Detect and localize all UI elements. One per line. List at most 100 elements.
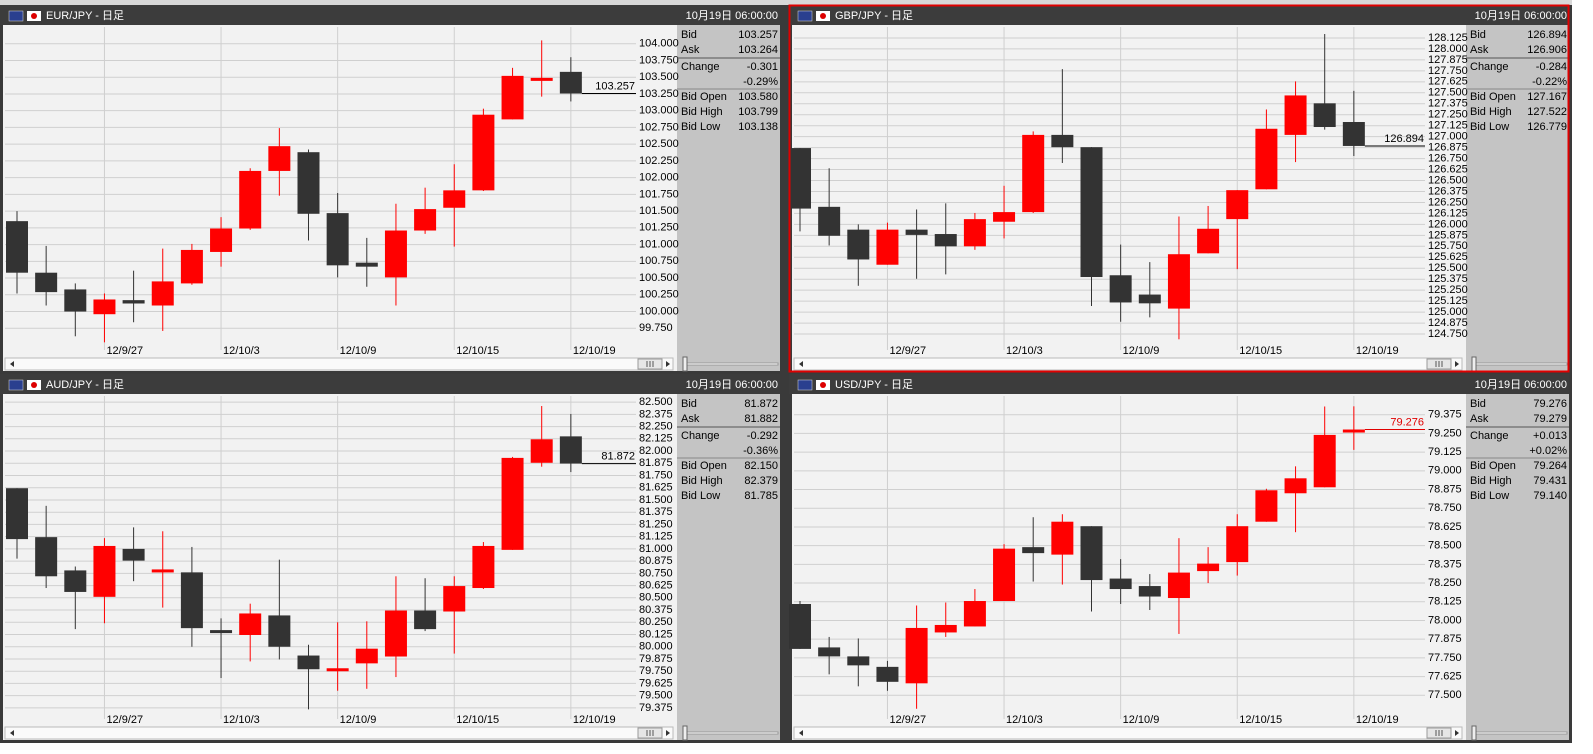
y-tick-label: 102.750 [639, 121, 679, 133]
info-label: Bid Low [1470, 121, 1509, 133]
y-tick-label: 124.750 [1428, 328, 1468, 340]
y-tick-label: 101.250 [639, 222, 679, 234]
y-tick-label: 79.625 [639, 677, 673, 689]
panel-datetime: 10月19日 06:00:00 [1475, 10, 1567, 22]
y-tick-label: 101.750 [639, 188, 679, 200]
scrollbar[interactable] [4, 357, 674, 371]
candle-body [268, 146, 291, 171]
zoom-slider[interactable] [682, 731, 779, 735]
flag [8, 379, 24, 391]
candle-body [122, 300, 145, 304]
top-strip [0, 0, 1572, 5]
title-bar [789, 374, 1569, 394]
scroll-right[interactable] [666, 730, 670, 736]
zoom-knob[interactable] [1471, 725, 1477, 741]
candle-body [963, 601, 986, 627]
info-label: Bid High [681, 106, 723, 118]
candle-body [210, 228, 233, 252]
candle-body [1342, 429, 1365, 433]
x-tick-label: 12/10/9 [1123, 345, 1160, 357]
info-label: Change [681, 61, 720, 73]
candle-body [180, 572, 203, 629]
info-label: Bid Low [681, 121, 720, 133]
candle-body [326, 668, 349, 672]
candle-body [847, 229, 870, 260]
info-value: 103.264 [738, 44, 778, 56]
info-label: Change [681, 430, 720, 442]
x-tick-label: 12/10/3 [1006, 714, 1043, 726]
info-value: -0.22% [1532, 76, 1567, 88]
info-label: Bid High [1470, 106, 1512, 118]
info-label: Bid Open [681, 460, 727, 472]
candle-body [472, 545, 495, 589]
info-area [1466, 25, 1569, 371]
candle-body [297, 152, 320, 214]
panel-datetime: 10月19日 06:00:00 [686, 379, 778, 391]
scroll-right[interactable] [1455, 361, 1459, 367]
candle-body [239, 170, 262, 229]
candle-body [934, 624, 957, 633]
candle-body [151, 281, 174, 306]
zoom-slider[interactable] [1471, 731, 1568, 735]
info-label: Bid Open [1470, 460, 1516, 472]
candle-body [1138, 294, 1161, 304]
candle-body [993, 212, 1016, 222]
zoom-knob[interactable] [1471, 356, 1477, 372]
last-price-label: 126.894 [1384, 133, 1424, 145]
zoom-knob[interactable] [682, 356, 688, 372]
x-tick-label: 12/10/3 [1006, 345, 1043, 357]
x-tick-label: 12/9/27 [889, 345, 926, 357]
y-tick-label: 126.875 [1428, 142, 1468, 154]
scroll-left[interactable] [799, 730, 803, 736]
scrollbar[interactable] [793, 726, 1463, 740]
y-tick-label: 127.625 [1428, 76, 1468, 88]
zoom-slider[interactable] [1471, 362, 1568, 366]
candle-body [268, 615, 291, 647]
candle-body [530, 439, 553, 463]
info-area [1466, 394, 1569, 740]
scroll-left[interactable] [10, 730, 14, 736]
candle-body [443, 190, 466, 208]
scrollbar[interactable] [4, 726, 674, 740]
candle-body [559, 71, 582, 94]
scroll-left[interactable] [799, 361, 803, 367]
candle-body [818, 206, 841, 236]
y-tick-label: 82.500 [639, 396, 673, 408]
scroll-right[interactable] [1455, 730, 1459, 736]
candle-body [876, 229, 899, 265]
panel-title: GBP/JPY - 日足 [835, 10, 913, 22]
x-tick-label: 12/10/9 [340, 714, 377, 726]
candle-body [326, 213, 349, 266]
candle-body [789, 148, 811, 209]
y-tick-label: 126.500 [1428, 174, 1468, 186]
scrollbar[interactable] [793, 357, 1463, 371]
y-tick-label: 125.000 [1428, 306, 1468, 318]
candle-body [818, 647, 841, 657]
candle-body [1313, 103, 1336, 128]
y-tick-label: 127.375 [1428, 98, 1468, 110]
info-value: 103.799 [738, 106, 778, 118]
scroll-right[interactable] [666, 361, 670, 367]
candle-body [876, 666, 899, 682]
y-tick-label: 80.625 [639, 579, 673, 591]
info-value: 79.279 [1533, 413, 1567, 425]
y-tick-label: 79.750 [639, 665, 673, 677]
zoom-slider[interactable] [682, 362, 779, 366]
x-tick-label: 12/10/15 [456, 345, 499, 357]
info-label: Change [1470, 61, 1509, 73]
x-tick-label: 12/10/19 [1356, 714, 1399, 726]
zoom-knob[interactable] [682, 725, 688, 741]
y-tick-label: 100.000 [639, 305, 679, 317]
candle-body [1080, 147, 1103, 278]
y-tick-label: 81.625 [639, 482, 673, 494]
y-tick-label: 80.500 [639, 592, 673, 604]
y-tick-label: 104.000 [639, 38, 679, 50]
info-label: Ask [681, 44, 700, 56]
scroll-left[interactable] [10, 361, 14, 367]
y-tick-label: 82.125 [639, 433, 673, 445]
candle-body [384, 610, 407, 657]
y-tick-label: 125.125 [1428, 295, 1468, 307]
x-tick-label: 12/10/9 [1123, 714, 1160, 726]
panel-title: AUD/JPY - 日足 [46, 379, 124, 391]
flag-jp-dot [820, 382, 826, 388]
